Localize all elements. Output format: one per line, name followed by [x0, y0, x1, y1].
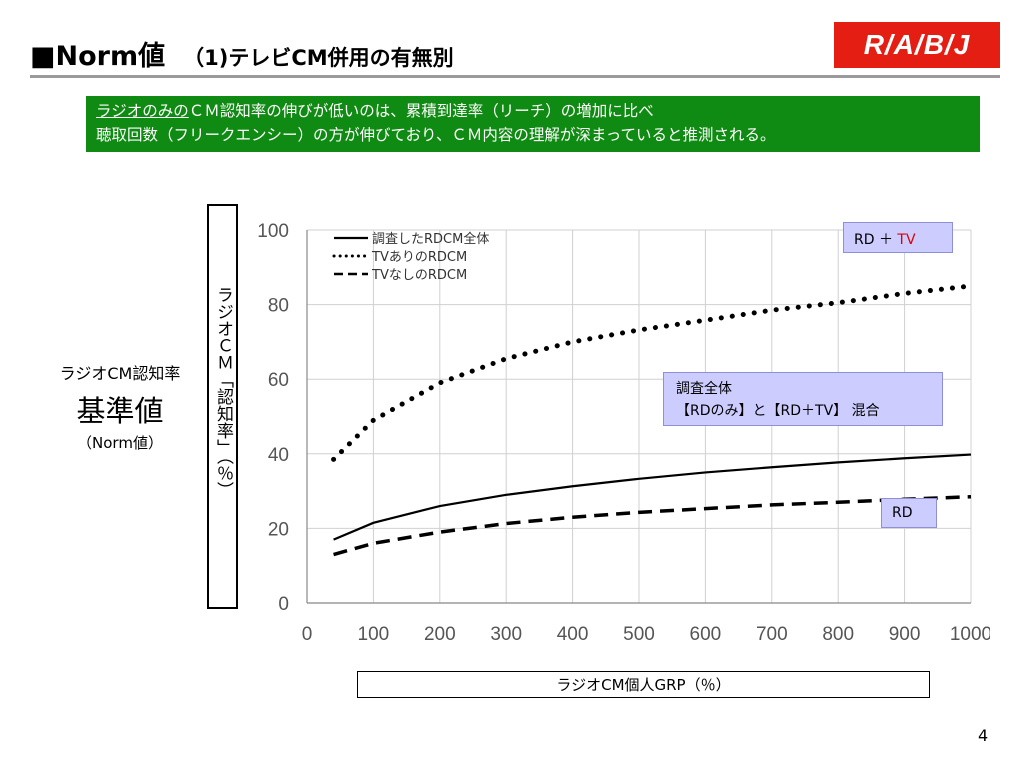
rabj-logo: R/A/B/J: [834, 22, 1000, 68]
norm-label-line-3: （Norm値）: [77, 434, 163, 452]
series-line-1: [333, 453, 972, 541]
summary-banner: ラジオのみのＣＭ認知率の伸びが低いのは、累積到達率（リーチ）の増加に比べ 聴取回…: [86, 96, 980, 152]
tag-rd-plus-tv-text: RD ＋: [854, 232, 898, 248]
x-tick-label: 700: [756, 624, 788, 645]
slide-title: ■Norm値 （1)テレビCM併用の有無別: [30, 34, 454, 73]
norm-label: ラジオCM認知率 基準値 （Norm値）: [30, 360, 210, 453]
y-tick-label: 40: [268, 445, 289, 466]
y-tick-label: 100: [257, 221, 289, 242]
title-subtitle: （1)テレビCM併用の有無別: [183, 46, 454, 70]
tag-survey-all-line-2: 【RDのみ】と【RD＋TV】 混合: [676, 403, 880, 419]
legend-label-3: TVなしのRDCM: [371, 268, 467, 283]
x-tick-label: 900: [889, 624, 921, 645]
x-axis-label: ラジオCM個人GRP（％）: [556, 676, 731, 694]
title-main: ■Norm値: [30, 41, 166, 72]
series-line-3: [333, 494, 972, 557]
title-divider: [30, 75, 1000, 78]
tag-rd-plus-tv: RD ＋ TV: [843, 222, 953, 253]
y-axis-label-box: ラジオＣＭ「認知率」（％）: [207, 204, 238, 609]
x-tick-label: 400: [557, 624, 589, 645]
page-number: 4: [978, 726, 989, 745]
x-tick-label: 300: [490, 624, 522, 645]
x-tick-label: 1000: [950, 624, 990, 645]
tag-tv-red-text: TV: [897, 232, 916, 248]
tag-survey-all-line-1: 調査全体: [676, 381, 732, 397]
y-tick-label: 0: [278, 594, 289, 615]
norm-label-line-1: ラジオCM認知率: [59, 364, 181, 383]
legend-label-1: 調査したRDCM全体: [372, 231, 489, 247]
y-tick-label: 60: [268, 370, 289, 391]
y-tick-label: 20: [268, 519, 289, 540]
banner-line-1-text: ＣＭ認知率の伸びが低いのは、累積到達率（リーチ）の増加に比べ: [188, 102, 654, 120]
x-tick-label: 500: [623, 624, 655, 645]
banner-underlined-text: ラジオのみの: [96, 102, 189, 120]
norm-label-line-2: 基準値: [76, 394, 164, 428]
x-tick-label: 200: [424, 624, 456, 645]
banner-line-1: ラジオのみのＣＭ認知率の伸びが低いのは、累積到達率（リーチ）の増加に比べ: [96, 99, 970, 123]
x-tick-label: 0: [302, 624, 313, 645]
tag-survey-all: 調査全体 【RDのみ】と【RD＋TV】 混合: [663, 372, 943, 426]
tag-rd: RD: [881, 498, 937, 528]
y-axis-label: ラジオＣＭ「認知率」（％）: [213, 286, 233, 499]
x-axis-label-box: ラジオCM個人GRP（％）: [357, 671, 930, 698]
legend-label-2: TVありのRDCM: [371, 250, 467, 265]
y-tick-label: 80: [268, 296, 289, 317]
x-tick-label: 800: [822, 624, 854, 645]
banner-line-2: 聴取回数（フリークエンシー）の方が伸びており、ＣＭ内容の理解が深まっていると推測…: [96, 126, 776, 144]
x-tick-label: 600: [690, 624, 722, 645]
x-tick-label: 100: [358, 624, 390, 645]
